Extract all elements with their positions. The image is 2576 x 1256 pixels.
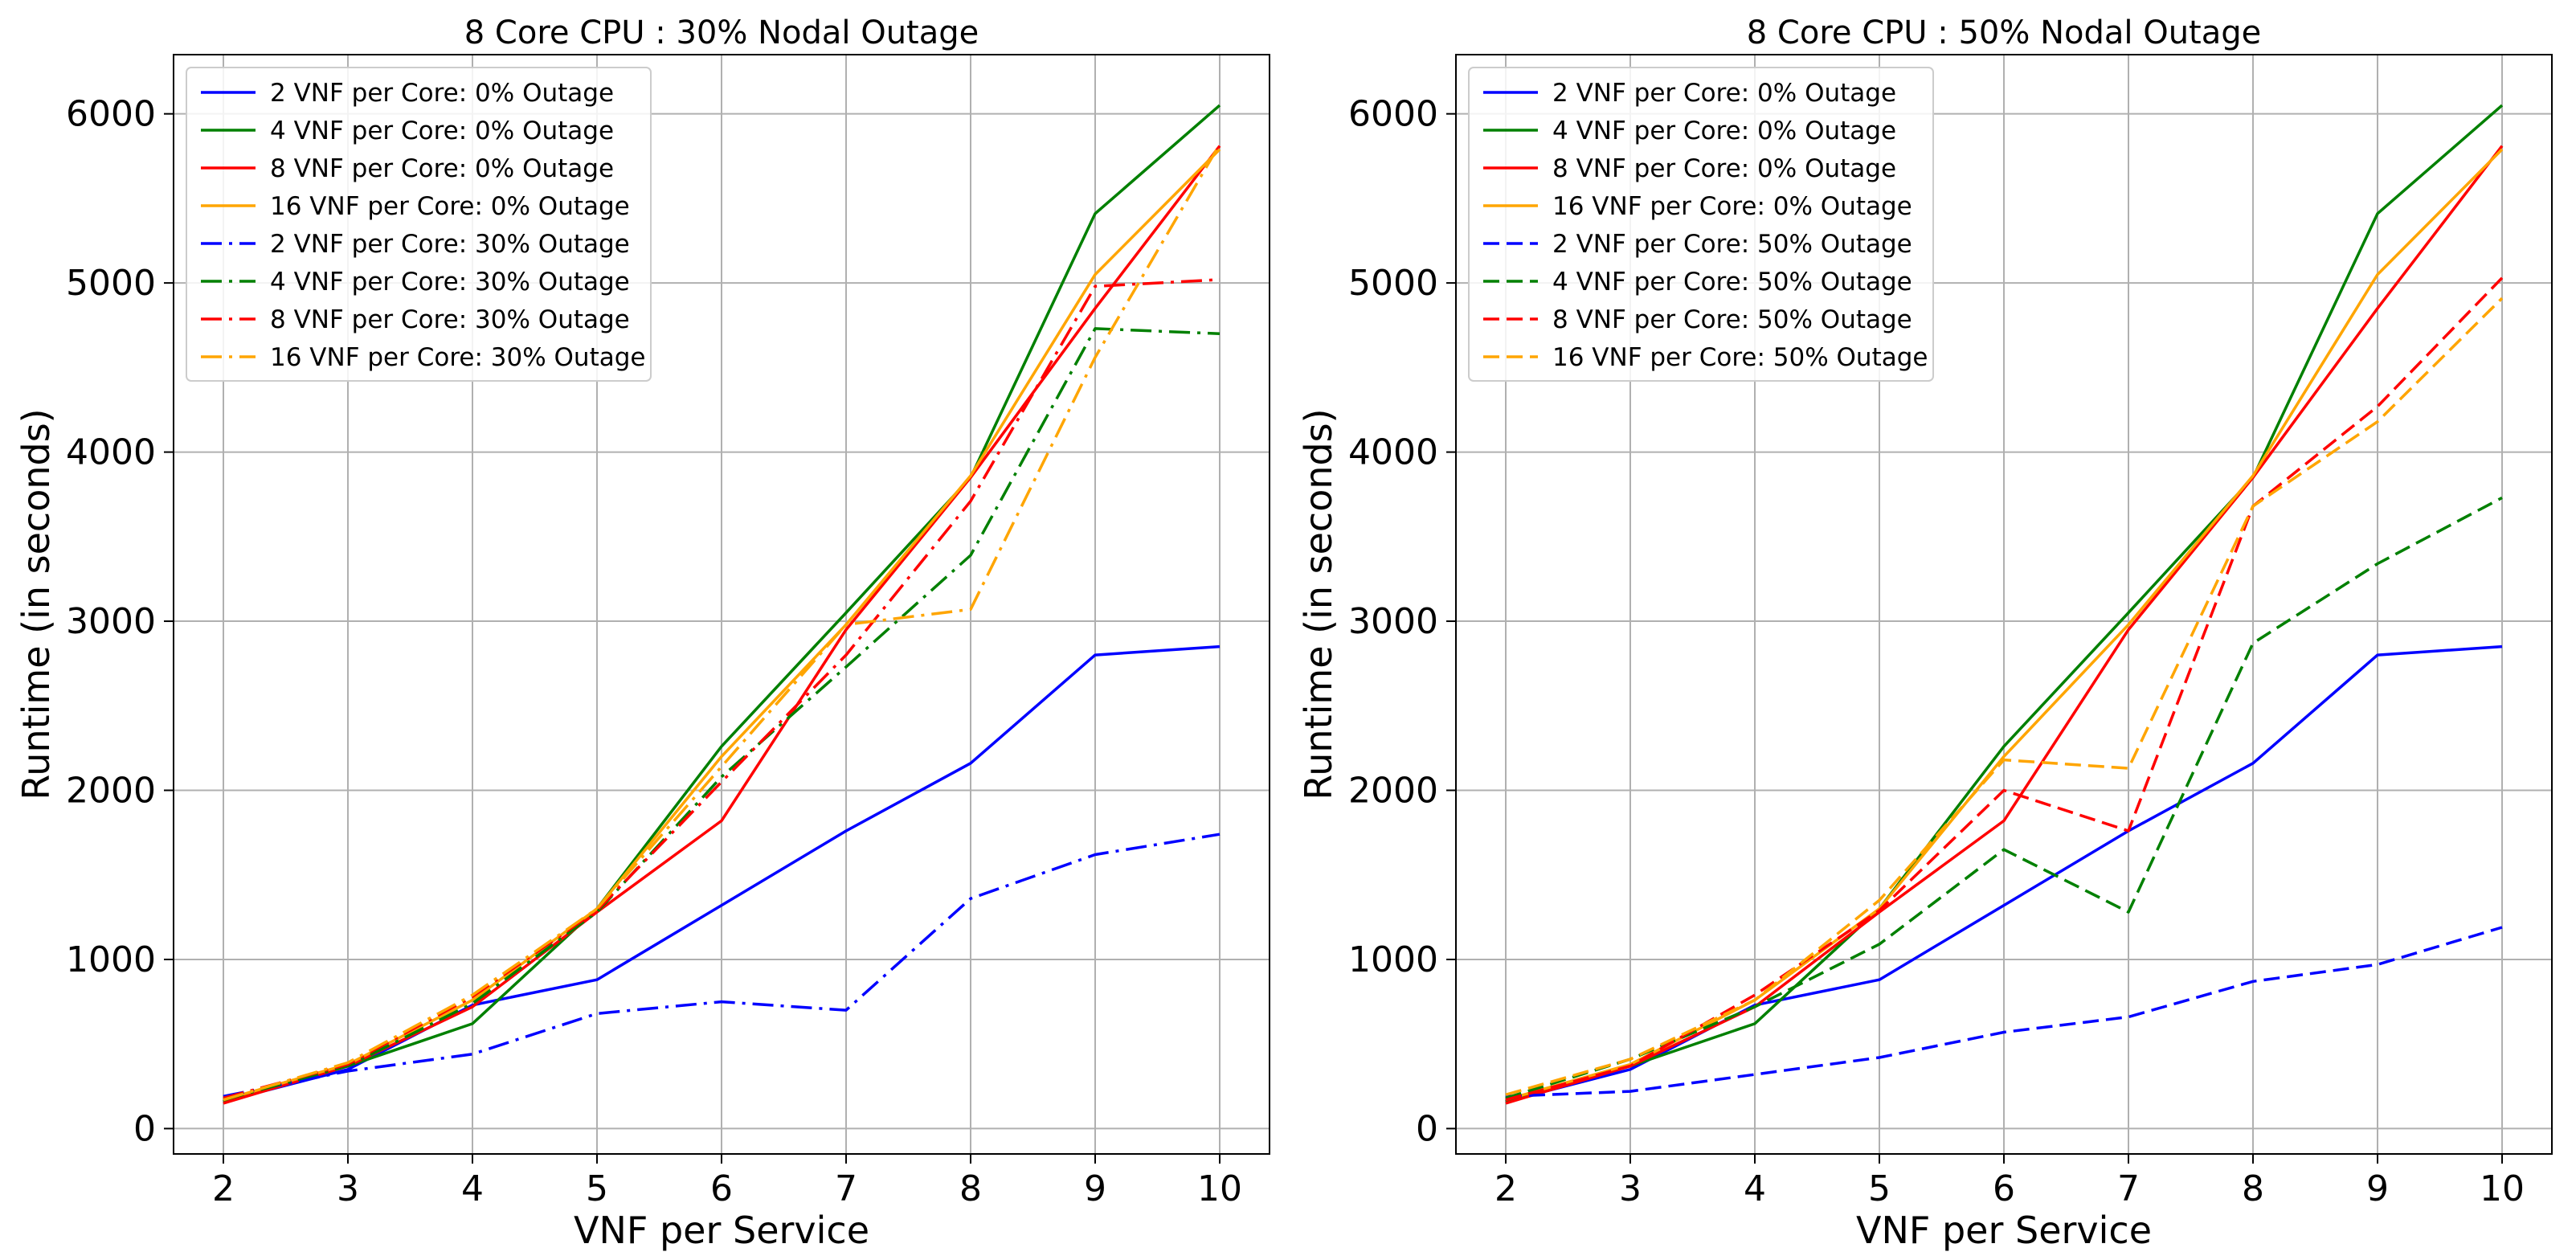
- series-line-3: [1505, 145, 2504, 1105]
- legend-entry-label: 16 VNF per Core: 30% Outage: [270, 343, 645, 372]
- y-tick-label: 0: [133, 1108, 156, 1149]
- series-group: [223, 104, 1221, 1105]
- x-tick-label: 10: [2480, 1168, 2525, 1209]
- legend-entry-label: 2 VNF per Core: 0% Outage: [270, 79, 614, 108]
- series-line-5: [223, 833, 1221, 1098]
- y-tick-label: 3000: [1348, 601, 1438, 642]
- series-line-2: [1505, 104, 2504, 1103]
- series-group: [1505, 104, 2504, 1105]
- legend-entry-label: 8 VNF per Core: 0% Outage: [270, 154, 614, 183]
- legend-entry-label: 16 VNF per Core: 0% Outage: [270, 192, 630, 221]
- y-tick-label: 6000: [1348, 94, 1438, 135]
- y-axis-label: Runtime (in seconds): [14, 408, 58, 800]
- chart-panel-1: 2 3 4 5 6 7 8 9 10 0 1000 2000 3000 4000 5000 6000 8 Cor…: [14, 14, 1270, 1252]
- chart-panel-2: 2 3 4 5 6 7 8 9 10 0 1000 2000 3000 4000 5000 6000 8 Cor…: [1297, 14, 2553, 1252]
- y-tick-label: 4000: [66, 432, 156, 473]
- y-tick-label: 6000: [66, 94, 156, 135]
- series-line-4: [223, 148, 1221, 1102]
- series-line-1: [1505, 644, 2503, 1103]
- y-tick-label: 2000: [66, 771, 156, 812]
- legend-entry-label: 4 VNF per Core: 0% Outage: [270, 117, 614, 145]
- x-tick-label: 5: [586, 1168, 608, 1209]
- legend-entry-label: 16 VNF per Core: 0% Outage: [1552, 192, 1912, 221]
- y-tick-label: 4000: [1348, 432, 1438, 473]
- x-tick-label: 4: [461, 1168, 484, 1209]
- y-tick-label: 5000: [66, 263, 156, 304]
- legend-entry-label: 4 VNF per Core: 0% Outage: [1552, 117, 1896, 145]
- y-axis-label: Runtime (in seconds): [1297, 408, 1340, 800]
- legend-box: [186, 67, 652, 382]
- y-tick-label: 1000: [1348, 939, 1438, 980]
- series-line-6: [223, 327, 1221, 1102]
- legend: 2 VNF per Core: 0% Outage 4 VNF per Core:…: [1468, 67, 1934, 382]
- x-tick-label: 9: [2366, 1168, 2389, 1209]
- x-tick-label: 2: [1494, 1168, 1517, 1209]
- x-tick-label: 8: [959, 1168, 982, 1209]
- x-tick-label: 9: [1084, 1168, 1106, 1209]
- x-tick-label: 3: [337, 1168, 359, 1209]
- legend-entry-label: 8 VNF per Core: 0% Outage: [1552, 154, 1896, 183]
- series-line-1: [223, 644, 1221, 1103]
- y-tick-label: 3000: [66, 601, 156, 642]
- legend-entry-label: 8 VNF per Core: 30% Outage: [270, 305, 630, 334]
- legend-entry-label: 2 VNF per Core: 0% Outage: [1552, 79, 1896, 108]
- y-tick-label: 5000: [1348, 263, 1438, 304]
- legend-box: [1468, 67, 1934, 382]
- series-line-2: [223, 104, 1221, 1103]
- x-axis-label: VNF per Service: [574, 1209, 869, 1252]
- legend: 2 VNF per Core: 0% Outage 4 VNF per Core:…: [186, 67, 652, 382]
- legend-entry-label: 4 VNF per Core: 50% Outage: [1552, 268, 1912, 297]
- x-tick-label: 10: [1197, 1168, 1242, 1209]
- x-tick-label: 5: [1868, 1168, 1891, 1209]
- legend-entry-label: 8 VNF per Core: 50% Outage: [1552, 305, 1912, 334]
- legend-entry-label: 2 VNF per Core: 30% Outage: [270, 230, 630, 259]
- series-line-8: [1505, 297, 2504, 1096]
- x-axis-label: VNF per Service: [1856, 1209, 2152, 1252]
- legend-entry-label: 4 VNF per Core: 30% Outage: [270, 268, 630, 297]
- series-line-5: [1505, 926, 2503, 1098]
- x-tick-label: 4: [1744, 1168, 1766, 1209]
- chart-title: 8 Core CPU : 50% Nodal Outage: [1747, 14, 2261, 51]
- x-tick-label: 8: [2242, 1168, 2264, 1209]
- series-line-7: [1505, 276, 2504, 1102]
- x-tick-label: 6: [1993, 1168, 2015, 1209]
- x-tick-label: 7: [835, 1168, 857, 1209]
- y-tick-label: 0: [1416, 1108, 1438, 1149]
- y-tick-label: 1000: [66, 939, 156, 980]
- x-tick-label: 6: [710, 1168, 733, 1209]
- x-tick-label: 2: [212, 1168, 235, 1209]
- y-tick-label: 2000: [1348, 771, 1438, 812]
- x-tick-label: 3: [1619, 1168, 1642, 1209]
- chart-title: 8 Core CPU : 30% Nodal Outage: [464, 14, 979, 51]
- x-tick-label: 7: [2117, 1168, 2140, 1209]
- legend-entry-label: 2 VNF per Core: 50% Outage: [1552, 230, 1912, 259]
- legend-entry-label: 16 VNF per Core: 50% Outage: [1552, 343, 1928, 372]
